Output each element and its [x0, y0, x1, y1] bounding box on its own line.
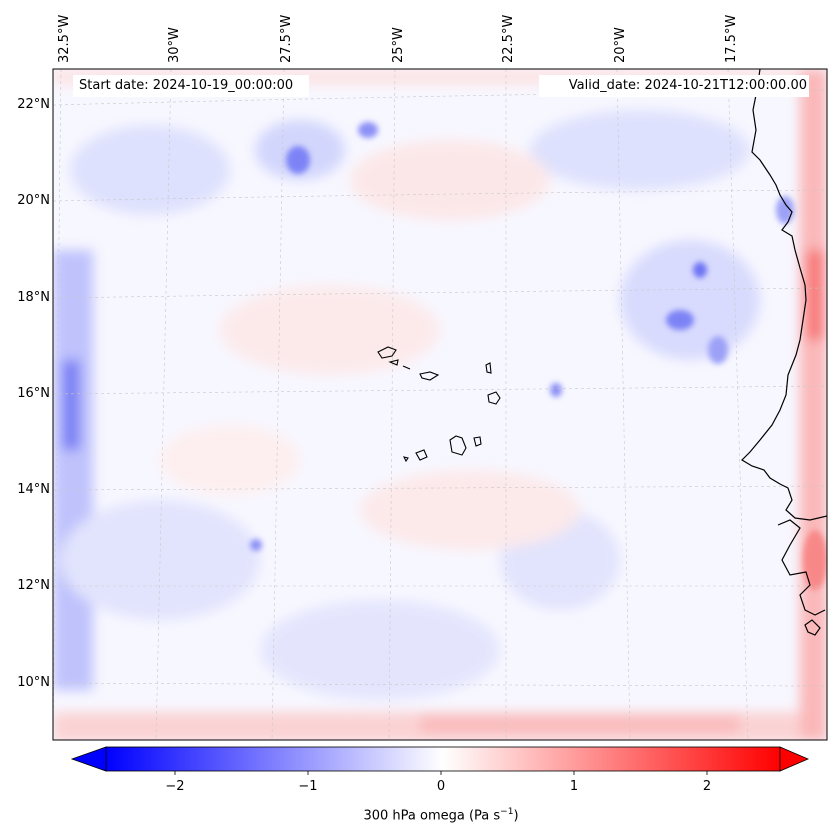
colorbar-tick-label: 1 — [569, 779, 579, 794]
colorbar-title-text: 300 hPa omega (Pa s — [363, 808, 501, 824]
colorbar-tick-label: 2 — [702, 779, 712, 794]
colorbar-body — [105, 746, 781, 772]
colorbar-title-close: ) — [513, 808, 519, 824]
lat-label-18n: 18°N — [17, 290, 50, 305]
colorbar-tick-label: −2 — [165, 779, 185, 794]
lon-label-17-5w: 17.5°W — [724, 14, 739, 63]
lon-label-27-5w: 27.5°W — [279, 14, 294, 63]
start-date-label: Start date: 2024-10-19_00:00:00 — [73, 75, 309, 97]
valid-date-label: Valid_date: 2024-10-21T12:00:00.00 — [539, 75, 809, 97]
colorbar-tick-label: 0 — [436, 779, 446, 794]
lon-label-30w: 30°W — [167, 27, 182, 63]
lat-label-12n: 12°N — [17, 578, 50, 593]
colorbar-min-extend — [70, 746, 107, 772]
lon-label-32-5w: 32.5°W — [57, 14, 72, 63]
lat-label-14n: 14°N — [17, 482, 50, 497]
coastline — [741, 69, 827, 636]
map-frame — [52, 68, 828, 741]
lon-label-22-5w: 22.5°W — [501, 14, 516, 63]
lon-label-20w: 20°W — [613, 27, 628, 63]
lat-label-22n: 22°N — [17, 97, 50, 112]
colorbar-tick-label: −1 — [298, 779, 318, 794]
lat-label-10n: 10°N — [17, 675, 50, 690]
lat-label-16n: 16°N — [17, 386, 50, 401]
omega-field — [53, 69, 827, 740]
lon-label-25w: 25°W — [391, 27, 406, 63]
colorbar-title-exponent: −1 — [500, 807, 514, 817]
cape-verde-islands — [377, 346, 501, 463]
lat-label-20n: 20°N — [17, 193, 50, 208]
graticule — [53, 69, 827, 740]
colorbar-ticks — [174, 771, 708, 775]
colorbar-title: 300 hPa omega (Pa s−1) — [363, 807, 518, 823]
colorbar — [70, 746, 810, 775]
colorbar-max-extend — [779, 746, 810, 772]
